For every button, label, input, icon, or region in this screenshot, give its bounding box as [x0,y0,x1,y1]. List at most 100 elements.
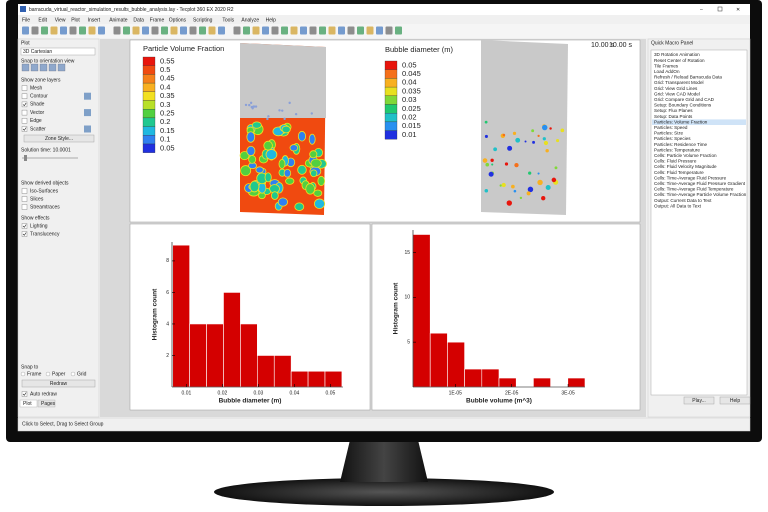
checkbox[interactable] [21,126,28,132]
macro-item[interactable]: Cells: Fluid Temperature [654,170,704,175]
slider-thumb[interactable] [24,155,27,161]
button[interactable] [21,379,96,388]
macro-item[interactable]: Refresh / Reload Barracuda Data [654,75,722,80]
layer-settings[interactable] [84,92,91,100]
radio[interactable] [70,371,76,377]
menu-item[interactable]: File [22,17,30,23]
toolbar-button[interactable] [170,26,178,35]
checkbox-label[interactable]: Edge [30,118,42,124]
macro-item[interactable]: Cells: Time-Average Fluid Temperature [654,187,734,192]
macro-item[interactable]: Grid: View CAD Model [654,91,700,96]
macro-item[interactable]: Particles: Volume Fraction [654,119,708,124]
tab[interactable] [19,399,38,408]
macro-item[interactable]: Grid: View Grid Lines [654,86,698,91]
macro-item[interactable]: Cells: Time-Average Fluid Pressure Gradi… [654,181,746,186]
checkbox-label[interactable]: Shade [30,102,45,108]
menu-item[interactable]: Frame [150,17,165,23]
toolbar-button[interactable] [290,26,298,35]
toolbar-button[interactable] [113,26,121,35]
radio-label[interactable]: Grid [77,371,87,377]
macro-item[interactable]: Cells: Time-Average Particle Volume Frac… [654,192,747,197]
toolbar-button[interactable] [262,26,269,35]
minimize[interactable]: – [700,7,703,13]
button[interactable] [23,134,95,143]
checkbox[interactable] [21,85,28,91]
toolbar-button[interactable] [338,26,345,35]
checkbox[interactable] [21,93,28,99]
button[interactable] [683,396,715,405]
macro-item[interactable]: Particles: Species [654,136,691,141]
macro-item[interactable]: Particles: Size [654,131,684,136]
plot-type[interactable]: 3D Cartesian [23,49,52,55]
macro-item[interactable]: Output: Current Data to Text [654,198,712,203]
toolbar-button[interactable] [319,26,326,35]
checkbox-label[interactable]: Vector [30,110,45,116]
macro-item[interactable]: Particles: Temperature [654,147,700,152]
toolbar-button[interactable] [366,26,374,35]
toolbar-button[interactable] [328,26,336,35]
checkbox[interactable] [21,109,28,116]
tab-label[interactable]: Pages [41,401,56,407]
tab-label[interactable]: Plot [23,401,32,407]
dropdown[interactable] [20,47,96,56]
orientation-button[interactable] [21,63,30,72]
toolbar-button[interactable] [347,26,355,35]
checkbox[interactable] [21,196,28,202]
checkbox-label[interactable]: Translucency [30,231,60,237]
toolbar-button[interactable] [98,26,105,35]
radio-label[interactable]: Paper [52,371,66,377]
toolbar-button[interactable] [88,26,96,35]
menu-item[interactable]: Scripting [193,17,213,23]
toolbar-button[interactable] [281,26,288,35]
toolbar-button[interactable] [243,26,250,35]
checkbox-label[interactable]: Streamtraces [30,204,60,210]
toolbar-button[interactable] [376,26,383,35]
checkbox-label[interactable]: Iso-Surfaces [30,188,59,194]
checkbox[interactable] [21,223,28,229]
toolbar-button[interactable] [180,26,187,35]
toolbar-button[interactable] [69,26,77,35]
checkbox-label[interactable]: Scatter [30,126,46,132]
menu-item[interactable]: Tools [222,17,234,23]
toolbar-button[interactable] [31,26,39,35]
button-label[interactable]: Redraw [50,381,68,387]
macro-item[interactable]: Cells: Particle Volume Fraction [654,153,717,158]
macro-item[interactable]: 3D Rotation Animation [654,52,700,57]
toolbar-button[interactable] [218,26,225,35]
menu-item[interactable]: Plot [71,17,80,23]
menu-item[interactable]: Options [169,17,187,23]
toolbar-button[interactable] [357,26,364,35]
checkbox-label[interactable]: Contour [30,94,48,100]
button[interactable] [719,396,751,405]
toolbar-button[interactable] [395,26,402,35]
macro-item[interactable]: Setup: Flux Planes [654,108,693,113]
checkbox[interactable] [21,118,28,124]
macro-item[interactable]: Setup: Boundary Conditions [654,103,712,108]
menu-item[interactable]: Help [266,17,277,23]
toolbar-button[interactable] [300,26,307,35]
radio[interactable] [20,371,26,377]
checkbox-label[interactable]: Auto redraw [30,391,57,397]
layer-settings[interactable] [84,109,91,117]
menu-item[interactable]: Insert [88,17,101,23]
checkbox-label[interactable]: Slices [30,196,44,202]
orientation-button[interactable] [48,63,57,72]
tab[interactable] [37,399,56,408]
toolbar-button[interactable] [385,26,393,35]
close[interactable]: ✕ [736,7,740,13]
checkbox[interactable] [21,101,28,108]
toolbar-button[interactable] [309,26,317,35]
menu-item[interactable]: Edit [38,17,47,23]
toolbar-button[interactable] [233,26,241,35]
macro-item[interactable]: Cells: Time-Average Fluid Pressure [654,175,727,180]
checkbox[interactable] [21,204,28,210]
toolbar-button[interactable] [199,26,206,35]
checkbox[interactable] [21,188,28,194]
toolbar-button[interactable] [22,26,29,35]
button-label[interactable]: Play... [692,398,706,404]
toolbar-button[interactable] [151,26,159,35]
checkbox[interactable] [21,391,28,397]
menu-item[interactable]: Animate [109,17,128,23]
radio-label[interactable]: Frame [27,371,42,377]
checkbox[interactable] [21,231,28,237]
